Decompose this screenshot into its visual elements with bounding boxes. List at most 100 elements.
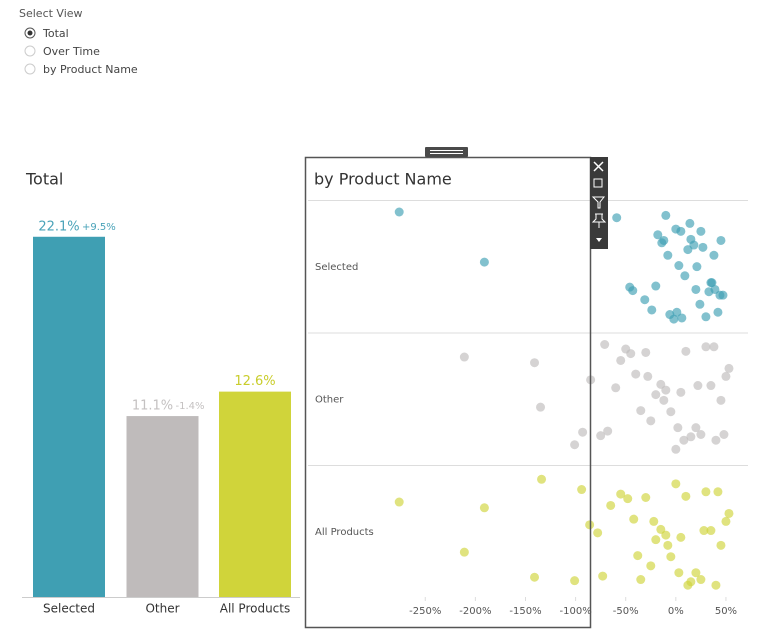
scatter-point[interactable] xyxy=(676,387,686,397)
scatter-point[interactable] xyxy=(716,395,726,405)
scatter-point[interactable] xyxy=(659,235,669,245)
scatter-point[interactable] xyxy=(701,342,711,352)
scatter-point[interactable] xyxy=(536,402,546,412)
scatter-point[interactable] xyxy=(603,426,613,436)
scatter-point[interactable] xyxy=(653,230,663,240)
bar[interactable] xyxy=(33,236,105,597)
scatter-point[interactable] xyxy=(616,489,626,499)
scatter-point[interactable] xyxy=(659,395,669,405)
scatter-point[interactable] xyxy=(719,429,729,439)
scatter-point[interactable] xyxy=(683,580,693,590)
scatter-point[interactable] xyxy=(479,257,489,267)
scatter-point[interactable] xyxy=(598,571,608,581)
scatter-point[interactable] xyxy=(709,250,719,260)
scatter-point[interactable] xyxy=(676,226,686,236)
handle[interactable] xyxy=(425,147,468,157)
radio-button[interactable] xyxy=(24,45,36,57)
scatter-point[interactable] xyxy=(578,427,588,437)
radio-label[interactable]: Total xyxy=(42,27,69,40)
scatter-point[interactable] xyxy=(663,250,673,260)
bar[interactable] xyxy=(219,391,291,597)
scatter-point[interactable] xyxy=(570,440,580,450)
move-handle[interactable] xyxy=(425,147,468,157)
scatter-point[interactable] xyxy=(706,381,716,391)
scatter-point[interactable] xyxy=(676,532,686,542)
scatter-point[interactable] xyxy=(666,552,676,562)
radio-label[interactable]: Over Time xyxy=(43,45,100,58)
scatter-point[interactable] xyxy=(706,526,716,536)
scatter-point[interactable] xyxy=(643,371,653,381)
scatter-point[interactable] xyxy=(713,307,723,317)
scatter-point[interactable] xyxy=(649,516,659,526)
scatter-point[interactable] xyxy=(647,305,657,315)
scatter-point[interactable] xyxy=(585,520,595,530)
scatter-point[interactable] xyxy=(701,487,711,497)
scatter-point[interactable] xyxy=(577,485,587,495)
scatter-point[interactable] xyxy=(600,340,610,349)
scatter-point[interactable] xyxy=(691,568,701,578)
scatter-point[interactable] xyxy=(616,355,626,365)
scatter-point[interactable] xyxy=(711,580,721,590)
scatter-point[interactable] xyxy=(686,432,696,442)
scatter-point[interactable] xyxy=(698,242,708,252)
scatter-point[interactable] xyxy=(721,516,731,526)
scatter-point[interactable] xyxy=(479,503,489,513)
scatter-point[interactable] xyxy=(672,307,682,317)
scatter-point[interactable] xyxy=(640,295,650,305)
scatter-point[interactable] xyxy=(715,290,725,300)
scatter-point[interactable] xyxy=(570,576,580,586)
scatter-point[interactable] xyxy=(696,226,706,236)
scatter-point[interactable] xyxy=(661,530,671,540)
scatter-point[interactable] xyxy=(671,444,681,454)
bar[interactable] xyxy=(126,416,199,597)
scatter-point[interactable] xyxy=(629,514,639,524)
filter-icon[interactable] xyxy=(591,196,606,209)
scatter-point[interactable] xyxy=(611,383,621,393)
scatter-point[interactable] xyxy=(691,284,701,294)
scatter-point[interactable] xyxy=(692,262,702,272)
scatter-point[interactable] xyxy=(530,572,540,582)
scatter-point[interactable] xyxy=(459,547,469,557)
scatter-point[interactable] xyxy=(689,240,699,250)
scatter-point[interactable] xyxy=(681,491,691,501)
scatter-point[interactable] xyxy=(394,497,404,507)
scatter-point[interactable] xyxy=(674,568,684,578)
scatter-point[interactable] xyxy=(661,210,671,220)
scatter-point[interactable] xyxy=(713,487,723,497)
scatter-point[interactable] xyxy=(641,493,651,503)
scatter-point[interactable] xyxy=(695,299,705,309)
scatter-point[interactable] xyxy=(724,508,734,518)
scatter-point[interactable] xyxy=(530,358,540,368)
scatter-point[interactable] xyxy=(631,369,641,379)
radio-button[interactable] xyxy=(24,63,36,75)
scatter-point[interactable] xyxy=(696,575,706,585)
scatter-point[interactable] xyxy=(646,561,656,571)
scatter-point[interactable] xyxy=(681,346,691,356)
scatter-point[interactable] xyxy=(669,314,679,324)
scatter-point[interactable] xyxy=(679,435,689,445)
scatter-point[interactable] xyxy=(651,281,661,291)
scatter-point[interactable] xyxy=(709,342,719,352)
scatter-point[interactable] xyxy=(394,207,404,217)
scatter-point[interactable] xyxy=(646,416,656,426)
menu-icon[interactable] xyxy=(596,238,602,242)
scatter-point[interactable] xyxy=(711,435,721,445)
scatter-point[interactable] xyxy=(706,278,716,288)
scatter-point[interactable] xyxy=(636,406,646,416)
scatter-point[interactable] xyxy=(596,431,606,441)
scatter-point[interactable] xyxy=(459,352,469,362)
scatter-point[interactable] xyxy=(699,526,709,536)
scatter-point[interactable] xyxy=(721,371,731,381)
scatter-point[interactable] xyxy=(663,540,673,550)
scatter-point[interactable] xyxy=(691,423,701,433)
scatter-point[interactable] xyxy=(716,235,726,245)
scatter-point[interactable] xyxy=(671,479,681,489)
scatter-point[interactable] xyxy=(701,312,711,322)
radio-label[interactable]: by Product Name xyxy=(43,63,138,76)
scatter-point[interactable] xyxy=(633,551,643,561)
pin-icon[interactable] xyxy=(591,213,607,228)
scatter-point[interactable] xyxy=(593,528,603,538)
scatter-point[interactable] xyxy=(626,349,636,359)
scatter-point[interactable] xyxy=(537,474,547,484)
scatter-point[interactable] xyxy=(612,213,622,223)
